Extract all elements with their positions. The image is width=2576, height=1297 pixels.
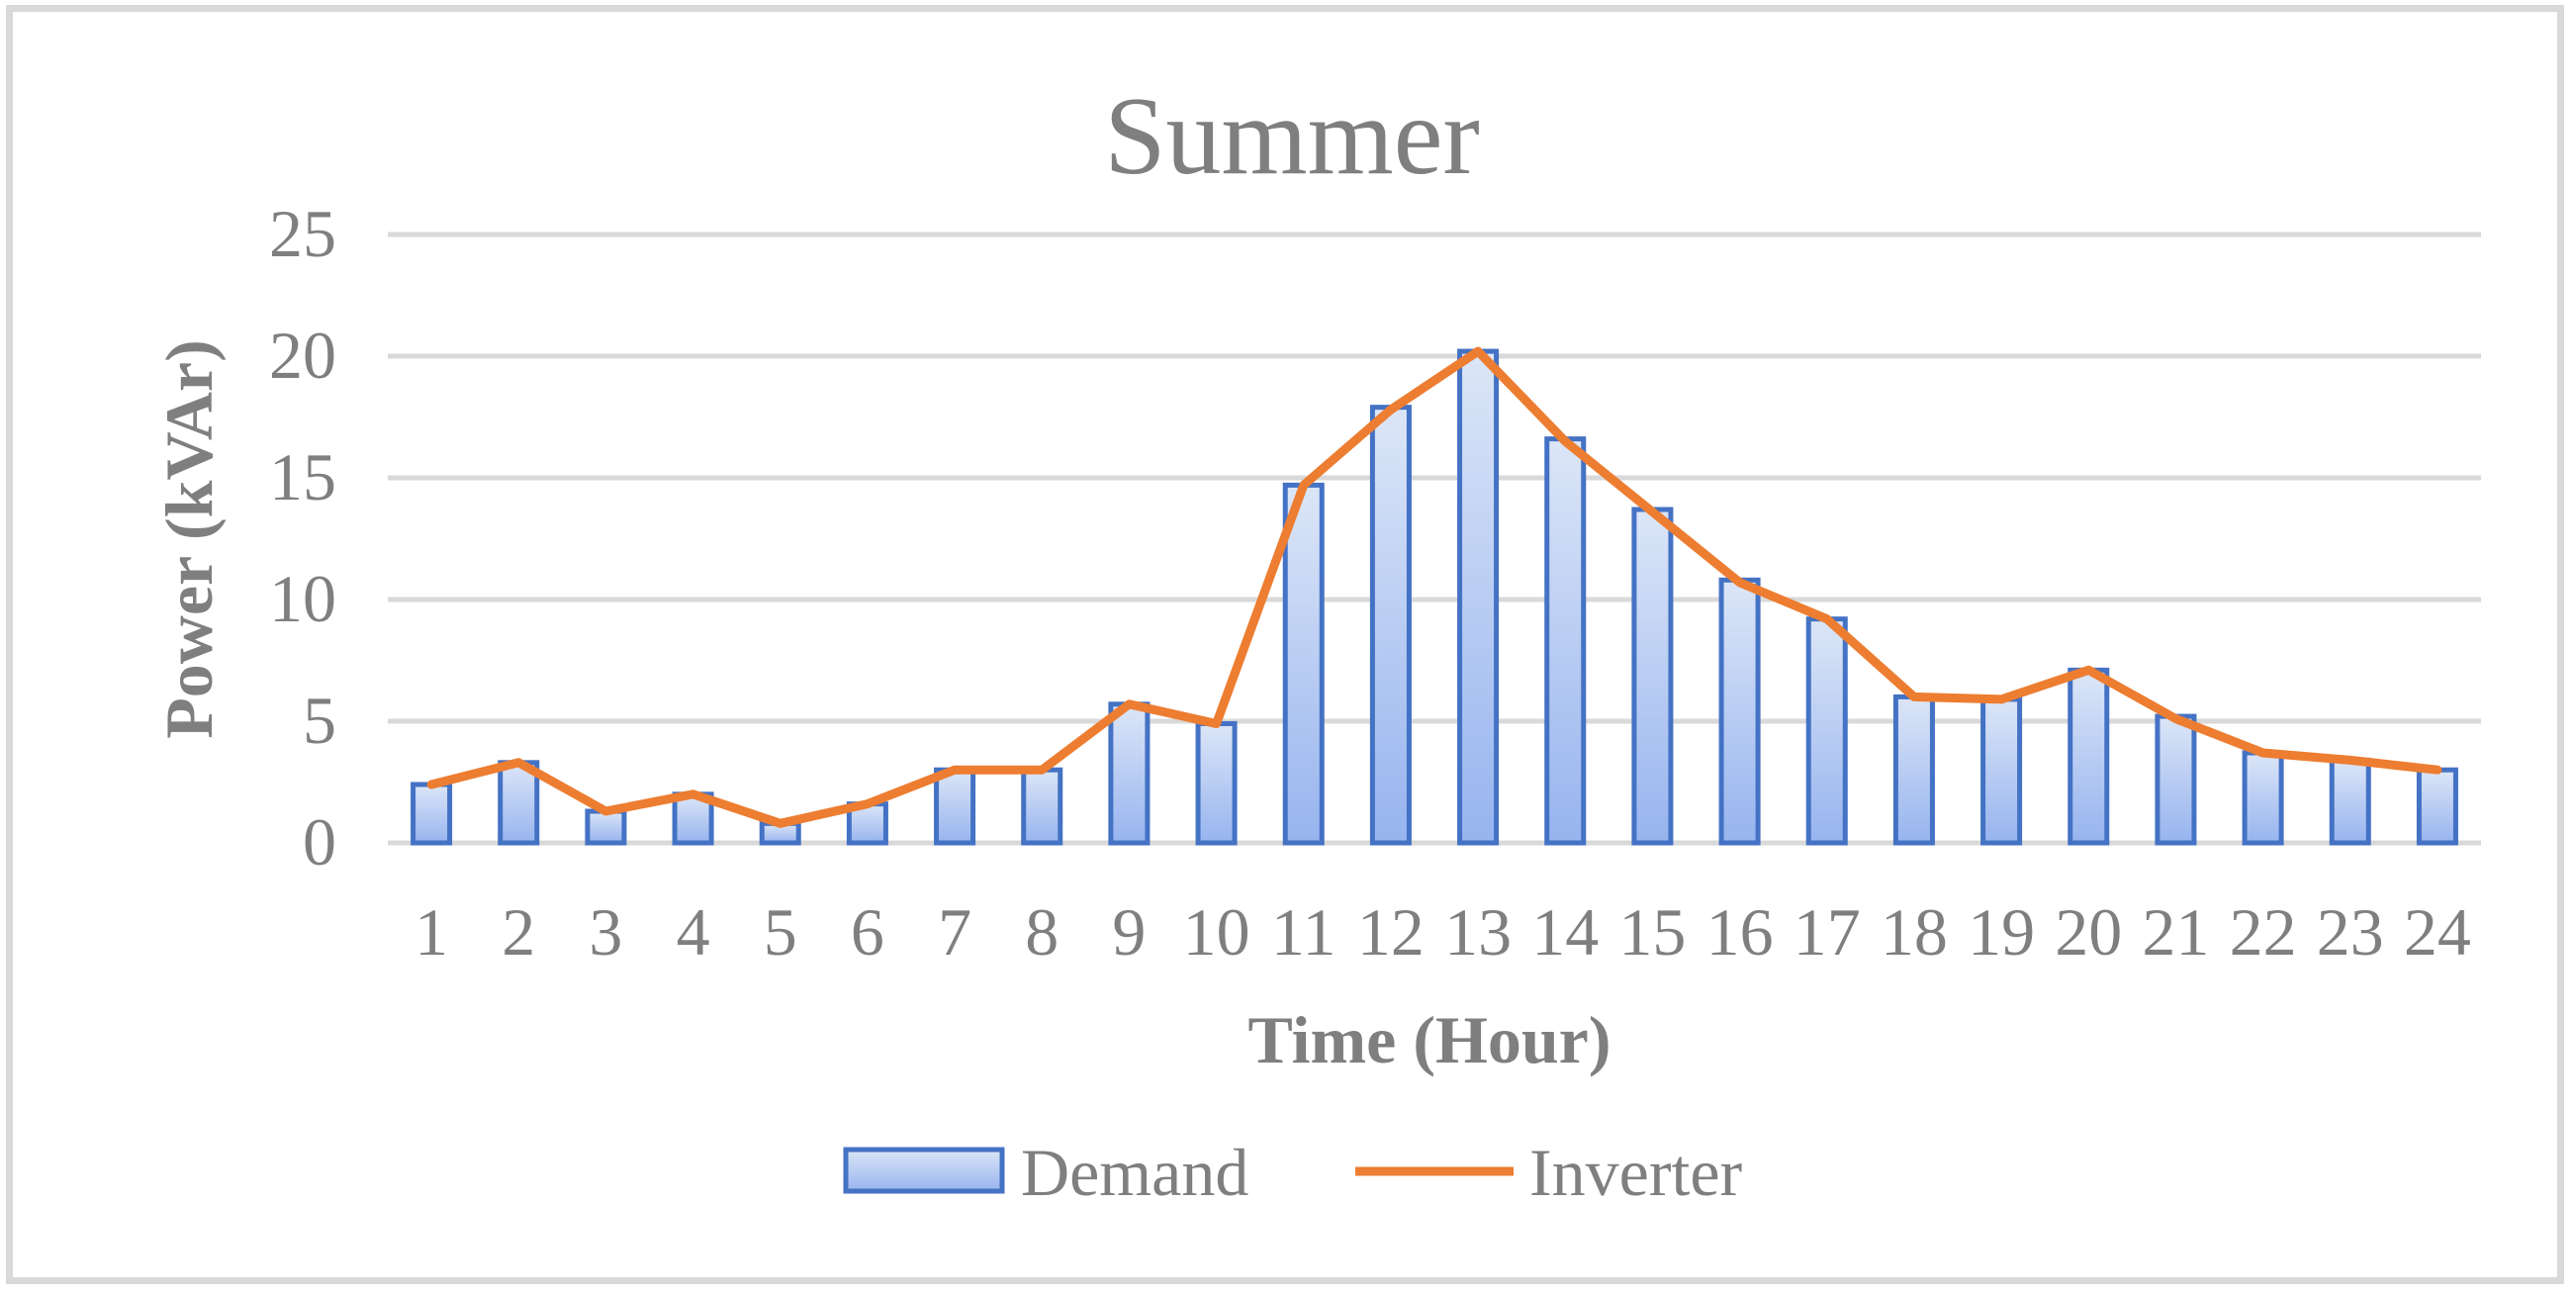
legend-demand-swatch xyxy=(843,1147,1005,1194)
demand-bar xyxy=(2155,713,2197,846)
x-tick-label: 23 xyxy=(2317,894,2384,970)
x-tick-label: 15 xyxy=(1618,894,1686,970)
x-tick-label: 19 xyxy=(1968,894,2035,970)
demand-bar xyxy=(1108,701,1150,846)
x-tick-label: 2 xyxy=(502,894,535,970)
y-axis-ticks: 0 5 10 15 20 25 xyxy=(269,196,336,880)
x-tick-label: 12 xyxy=(1357,894,1425,970)
demand-bar xyxy=(1980,696,2023,846)
demand-bar xyxy=(1282,482,1325,846)
x-tick-label: 18 xyxy=(1881,894,1948,970)
demand-bar xyxy=(2242,750,2284,846)
y-tick-label: 10 xyxy=(269,561,336,636)
x-tick-label: 5 xyxy=(764,894,797,970)
y-tick-label: 20 xyxy=(269,318,336,393)
demand-bar xyxy=(1892,694,1935,846)
legend-demand-label: Demand xyxy=(1021,1135,1248,1210)
x-tick-label: 11 xyxy=(1271,894,1335,970)
demand-bar xyxy=(498,760,540,846)
demand-bar xyxy=(2416,767,2458,846)
chart-title: Summer xyxy=(1104,75,1480,198)
x-tick-label: 16 xyxy=(1706,894,1774,970)
x-axis-title: Time (Hour) xyxy=(1247,1002,1610,1077)
x-tick-label: 6 xyxy=(851,894,884,970)
x-tick-label: 1 xyxy=(414,894,448,970)
demand-bar xyxy=(2068,667,2110,846)
x-axis-ticks: 1 2 3 4 5 6 7 8 9 10 11 12 13 14 15 16 17 18 19 20 21 22 23 24 xyxy=(414,894,2471,970)
legend-inverter-label: Inverter xyxy=(1529,1135,1743,1210)
demand-bar xyxy=(1457,348,1500,846)
x-tick-label: 13 xyxy=(1444,894,1512,970)
y-tick-label: 25 xyxy=(269,196,336,271)
x-tick-label: 7 xyxy=(938,894,971,970)
demand-bar xyxy=(1631,507,1674,846)
grid-layer xyxy=(388,232,2481,846)
y-axis-title: Power (kVAr) xyxy=(151,339,227,739)
x-tick-label: 4 xyxy=(677,894,710,970)
x-tick-label: 3 xyxy=(589,894,622,970)
demand-bar xyxy=(1195,720,1238,846)
demand-bar xyxy=(934,767,976,846)
x-tick-label: 17 xyxy=(1794,894,1861,970)
demand-bar xyxy=(2329,757,2371,846)
x-tick-label: 21 xyxy=(2142,894,2209,970)
demand-bar xyxy=(1805,616,1848,846)
demand-bar xyxy=(411,782,453,846)
y-tick-label: 5 xyxy=(303,683,336,758)
demand-bar xyxy=(1369,405,1412,846)
x-tick-label: 8 xyxy=(1025,894,1058,970)
demand-bar xyxy=(1718,577,1761,846)
x-tick-label: 20 xyxy=(2055,894,2122,970)
legend: Demand Inverter xyxy=(843,1135,1743,1210)
inverter-line-layer xyxy=(426,346,2442,828)
x-tick-label: 24 xyxy=(2404,894,2471,970)
x-tick-label: 22 xyxy=(2230,894,2297,970)
x-tick-label: 14 xyxy=(1531,894,1599,970)
demand-bar xyxy=(1544,436,1587,846)
inverter-line xyxy=(426,346,2442,828)
y-tick-label: 0 xyxy=(303,804,336,880)
demand-bar xyxy=(585,808,627,846)
x-tick-label: 10 xyxy=(1183,894,1250,970)
y-tick-label: 15 xyxy=(269,439,336,514)
x-tick-label: 9 xyxy=(1112,894,1146,970)
demand-bar xyxy=(1021,767,1063,846)
